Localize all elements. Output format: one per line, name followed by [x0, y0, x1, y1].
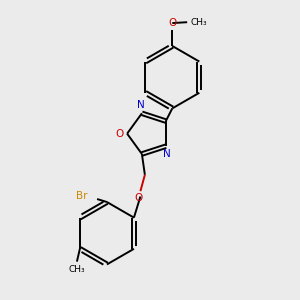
Text: Br: Br [76, 191, 88, 201]
Text: N: N [164, 148, 171, 159]
Text: O: O [115, 129, 124, 139]
Text: N: N [136, 100, 144, 110]
Text: CH₃: CH₃ [190, 18, 207, 27]
Text: O: O [135, 193, 143, 202]
Text: O: O [168, 18, 176, 28]
Text: CH₃: CH₃ [69, 265, 85, 274]
